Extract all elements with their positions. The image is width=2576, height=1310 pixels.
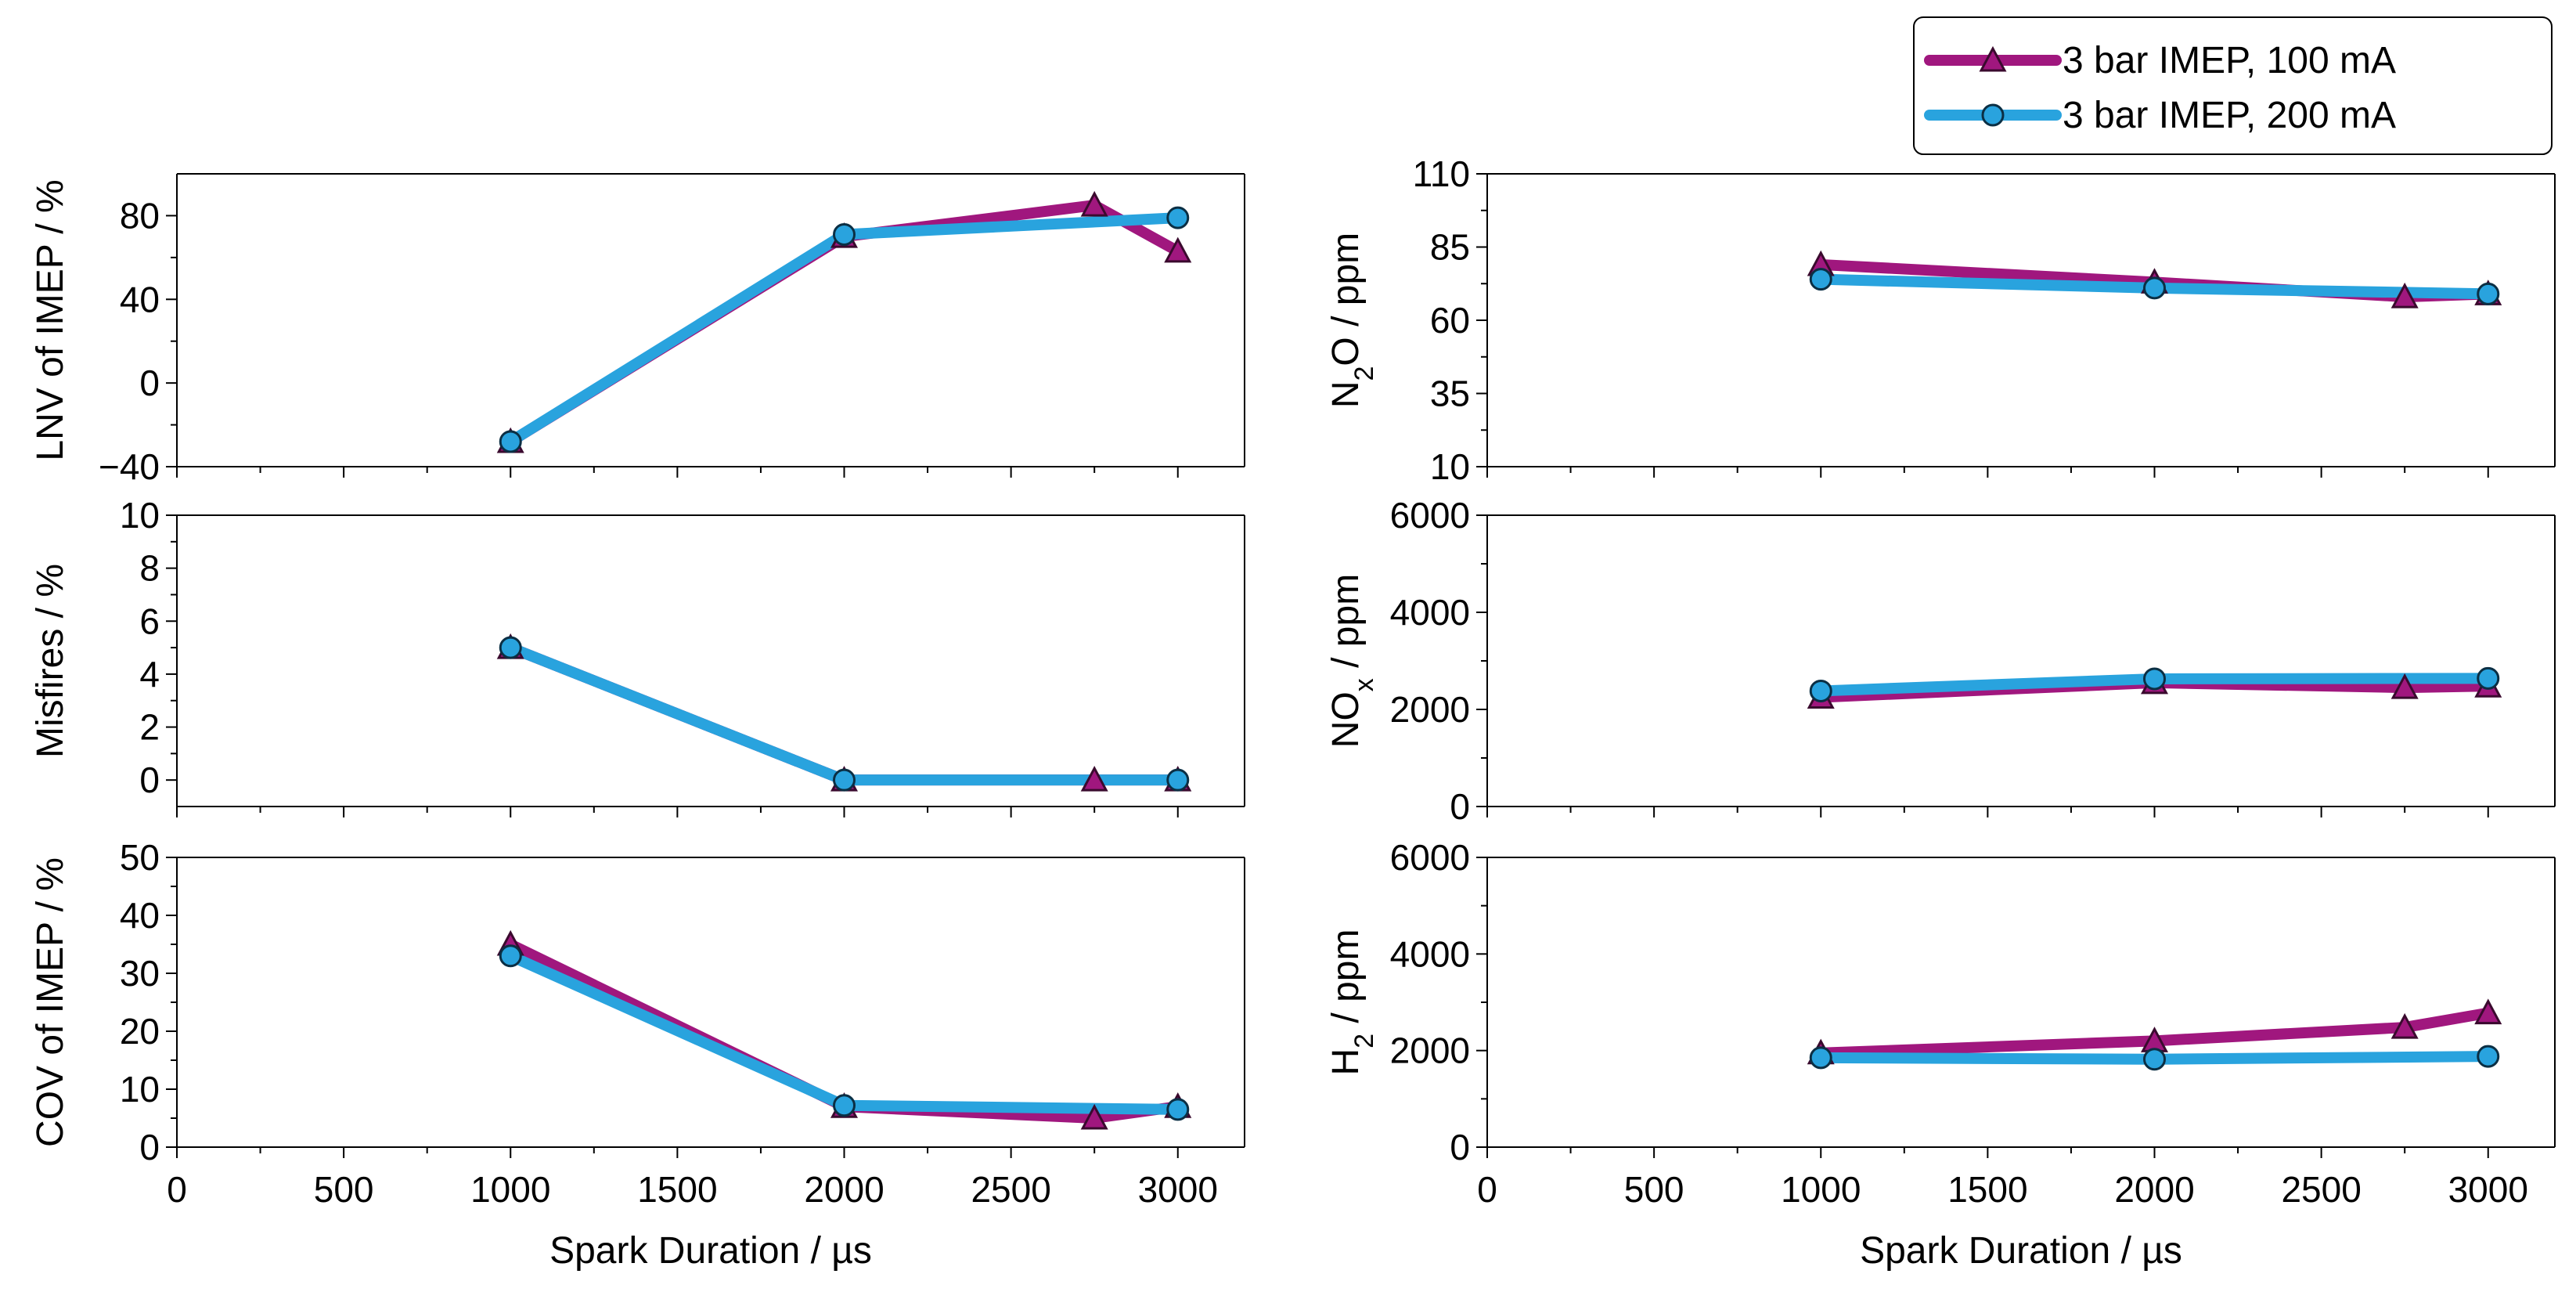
y-tick-label: 40 bbox=[120, 895, 160, 936]
data-point-200ma bbox=[833, 1094, 856, 1117]
data-point-100ma bbox=[2390, 673, 2419, 699]
x-tick-label: 3000 bbox=[1138, 1169, 1218, 1210]
y-tick-label: 6 bbox=[139, 601, 160, 641]
data-point-100ma bbox=[1164, 236, 1192, 263]
data-point-200ma bbox=[1166, 1098, 1190, 1121]
x-tick-label: 1000 bbox=[470, 1169, 550, 1210]
data-point-200ma bbox=[2143, 667, 2166, 691]
y-axis-title: LNV of IMEP / % bbox=[30, 179, 71, 460]
y-axis-title: H2 / ppm bbox=[1325, 929, 1379, 1076]
legend-label: 3 bar IMEP, 200 mA bbox=[2063, 95, 2396, 136]
panel-misfires: 10 8 6 4 2 0 Misfires / % bbox=[30, 495, 1245, 817]
x-tick-label: 0 bbox=[1477, 1169, 1497, 1210]
x-axis-title: Spark Duration / µs bbox=[549, 1230, 872, 1272]
y-tick-label: 2000 bbox=[1390, 689, 1470, 730]
x-tick-label: 2500 bbox=[2281, 1169, 2361, 1210]
y-tick-label: 8 bbox=[139, 548, 160, 589]
data-point-200ma bbox=[1809, 268, 1832, 291]
legend-triangle-marker bbox=[1979, 45, 2007, 72]
data-point-100ma bbox=[1080, 1103, 1108, 1130]
series-line-200ma bbox=[505, 212, 1184, 447]
y-tick-label: 35 bbox=[1430, 374, 1470, 414]
data-point-100ma bbox=[1080, 766, 1108, 792]
y-tick-label: 10 bbox=[120, 495, 160, 536]
data-point-200ma bbox=[499, 636, 522, 659]
series-line-100ma bbox=[505, 642, 1184, 786]
panel-nox: 6000 4000 2000 0 NOx / ppm bbox=[1325, 495, 2556, 827]
data-point-200ma bbox=[499, 430, 522, 453]
y-axis-title: NOx / ppm bbox=[1325, 574, 1379, 748]
y-tick-label: 20 bbox=[120, 1011, 160, 1052]
legend-entry-200ma: 3 bar IMEP, 200 mA bbox=[1924, 95, 2396, 136]
x-tick-label: 3000 bbox=[2448, 1169, 2528, 1210]
y-tick-label: 0 bbox=[139, 363, 160, 403]
legend-circle-marker bbox=[1981, 103, 2005, 127]
x-tick-label: 2000 bbox=[2114, 1169, 2194, 1210]
y-axis-title: Misfires / % bbox=[30, 564, 71, 758]
x-tick-label: 500 bbox=[314, 1169, 374, 1210]
y-axis-title: N2O / ppm bbox=[1325, 233, 1379, 408]
y-tick-label: 80 bbox=[120, 195, 160, 236]
y-tick-label: 0 bbox=[1450, 786, 1470, 827]
panel-lnv: 80 40 0 −40 LNV of IMEP / % bbox=[30, 173, 1245, 487]
data-point-200ma bbox=[1166, 768, 1190, 792]
y-tick-label: 50 bbox=[120, 837, 160, 878]
y-tick-label: 2000 bbox=[1390, 1030, 1470, 1071]
series-line-100ma bbox=[505, 939, 1184, 1124]
data-point-100ma bbox=[1080, 190, 1108, 217]
legend: 3 bar IMEP, 100 mA 3 bar IMEP, 200 mA bbox=[1913, 16, 2553, 155]
data-point-200ma bbox=[2143, 276, 2166, 300]
data-point-200ma bbox=[2477, 1045, 2500, 1068]
data-point-200ma bbox=[2143, 1048, 2166, 1071]
y-tick-label: 10 bbox=[1430, 446, 1470, 487]
data-point-200ma bbox=[1809, 679, 1832, 702]
y-tick-label: 6000 bbox=[1390, 495, 1470, 536]
y-tick-label: 0 bbox=[1450, 1127, 1470, 1167]
x-tick-label: 1500 bbox=[637, 1169, 717, 1210]
data-point-200ma bbox=[1166, 206, 1190, 229]
x-axis-title: Spark Duration / µs bbox=[1860, 1230, 2182, 1272]
data-point-200ma bbox=[2477, 282, 2500, 305]
y-tick-label: 10 bbox=[120, 1069, 160, 1110]
series-line-200ma bbox=[505, 642, 1184, 786]
panel-n2o: 110 85 60 35 10 N2O / ppm bbox=[1325, 153, 2556, 487]
data-point-200ma bbox=[499, 944, 522, 968]
data-point-200ma bbox=[2477, 666, 2500, 690]
y-tick-label: 30 bbox=[120, 953, 160, 994]
legend-box bbox=[1913, 16, 2553, 155]
x-tick-label: 2500 bbox=[971, 1169, 1050, 1210]
data-point-100ma bbox=[2390, 282, 2419, 309]
legend-label: 3 bar IMEP, 100 mA bbox=[2063, 40, 2396, 81]
y-tick-label: −40 bbox=[99, 446, 160, 487]
y-tick-label: 0 bbox=[139, 1127, 160, 1167]
data-point-100ma bbox=[2474, 998, 2502, 1025]
y-tick-label: 0 bbox=[139, 760, 160, 800]
y-tick-label: 4000 bbox=[1390, 592, 1470, 633]
y-axis-title: COV of IMEP / % bbox=[30, 857, 71, 1147]
panel-h2: 6000 4000 2000 00 500 1000 1500 2000 2500 3000 Spa… bbox=[1325, 837, 2556, 1272]
x-tick-label: 1000 bbox=[1781, 1169, 1861, 1210]
y-tick-label: 6000 bbox=[1390, 837, 1470, 878]
series-line-200ma bbox=[505, 950, 1184, 1115]
data-point-200ma bbox=[833, 768, 856, 792]
data-point-200ma bbox=[833, 222, 856, 246]
y-tick-label: 110 bbox=[1413, 153, 1470, 194]
x-tick-label: 500 bbox=[1624, 1169, 1684, 1210]
y-tick-label: 60 bbox=[1430, 300, 1470, 341]
y-tick-label: 4 bbox=[139, 654, 160, 695]
data-point-200ma bbox=[1809, 1046, 1832, 1070]
x-tick-label: 0 bbox=[167, 1169, 187, 1210]
series-line-100ma bbox=[1815, 1007, 2494, 1059]
y-tick-label: 4000 bbox=[1390, 933, 1470, 974]
x-tick-label: 2000 bbox=[804, 1169, 884, 1210]
x-tick-label: 1500 bbox=[1947, 1169, 2027, 1210]
y-tick-label: 85 bbox=[1430, 227, 1470, 268]
data-point-100ma bbox=[2390, 1012, 2419, 1039]
y-tick-label: 40 bbox=[120, 279, 160, 319]
legend-entry-100ma: 3 bar IMEP, 100 mA bbox=[1924, 40, 2396, 81]
y-tick-label: 2 bbox=[139, 707, 160, 748]
